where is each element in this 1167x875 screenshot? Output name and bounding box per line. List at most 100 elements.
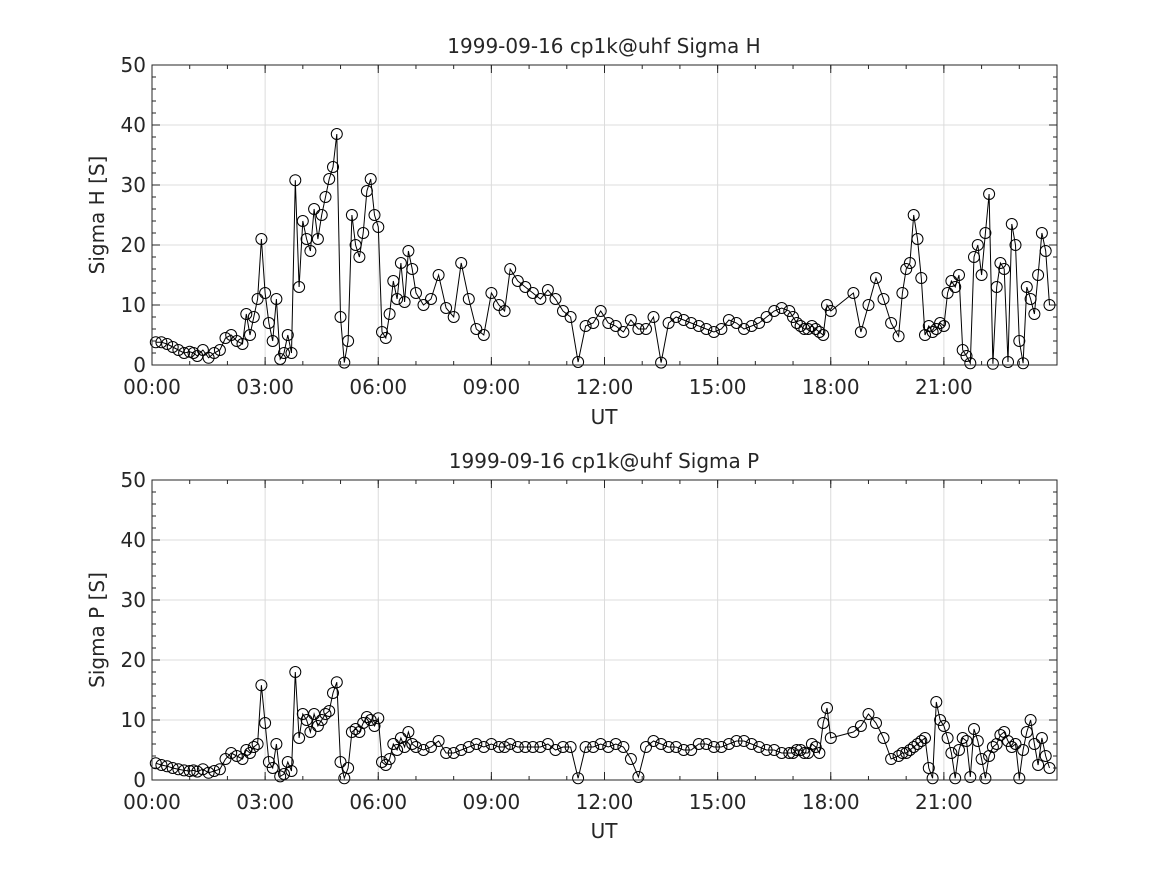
sigma-p-data-point (572, 772, 585, 785)
sigma-h-data-point (922, 320, 935, 332)
sigma-p-data-point (677, 744, 690, 756)
sigma-h-data-point (998, 263, 1011, 275)
sigma-p-data-point (953, 744, 965, 756)
sigma-h-data-point (296, 215, 309, 227)
sigma-h-data-point (293, 281, 306, 293)
sigma-h-data-point (342, 335, 355, 347)
sigma-h-data-point (498, 305, 511, 317)
sigma-p-data-point (892, 750, 905, 762)
sigma-h-data-point (557, 305, 569, 317)
sigma-p-data-point (155, 759, 168, 771)
sigma-p-xtick-label: 12:00 (576, 790, 634, 814)
sigma-p-data-point (519, 741, 532, 753)
sigma-p-data-point (391, 744, 404, 756)
sigma-h-data-point (251, 293, 264, 305)
sigma-h-data-point (364, 173, 377, 185)
sigma-h-data-point (410, 287, 422, 299)
sigma-p-data-point (462, 741, 475, 753)
sigma-h-data-point (394, 257, 407, 269)
sigma-p-data-point (455, 744, 468, 756)
sigma-h-data-point (172, 344, 185, 356)
sigma-h-data-point (809, 323, 822, 335)
sigma-h-ytick-label: 30 (121, 173, 146, 197)
sigma-p-data-point (410, 741, 422, 753)
sigma-h-data-point (730, 317, 743, 329)
sigma-p-data-point (541, 738, 554, 750)
sigma-p-data-point (440, 747, 453, 759)
sigma-p-data-point (930, 696, 943, 708)
sigma-p-data-point (202, 766, 215, 779)
sigma-p-data-point (821, 702, 833, 714)
sigma-h-data-point (790, 317, 803, 329)
sigma-p-data-point (934, 714, 947, 726)
sigma-h-data-point (323, 173, 336, 185)
sigma-p-data-point (196, 763, 209, 776)
sigma-h-data-point (953, 269, 965, 281)
sigma-h-data-point (824, 305, 837, 317)
sigma-p-ytick-label: 20 (121, 648, 146, 672)
sigma-h-data-point (304, 245, 317, 257)
sigma-p-data-point (813, 747, 826, 759)
sigma-p-data-point (738, 735, 750, 747)
sigma-p-data-point (971, 735, 984, 747)
sigma-h-data-point (511, 275, 524, 287)
sigma-h-data-point (262, 317, 275, 329)
sigma-h-data-point (647, 311, 660, 323)
sigma-p-data-point (387, 738, 400, 750)
sigma-p-ytick-label: 0 (133, 768, 146, 792)
sigma-h-data-point (662, 317, 675, 329)
sigma-h-data-point (594, 305, 607, 317)
sigma-p-data-point (534, 741, 547, 753)
sigma-p-data-point (685, 744, 698, 756)
sigma-h-data-point (360, 185, 373, 197)
sigma-h-data-point (534, 293, 547, 305)
sigma-p-data-point (360, 711, 373, 723)
sigma-h-data-point (986, 357, 999, 370)
sigma-h-data-point (213, 344, 226, 356)
sigma-h-data-point (753, 317, 766, 329)
sigma-p-data-point (383, 753, 396, 765)
sigma-h-data-point (334, 311, 347, 323)
sigma-h-data-point (896, 287, 909, 299)
sigma-p-title: 1999-09-16 cp1k@uhf Sigma P (449, 449, 759, 473)
sigma-p-data-point (230, 750, 243, 762)
sigma-h-data-point (617, 326, 630, 338)
sigma-p-data-point (624, 753, 637, 765)
sigma-p-data-point (1035, 732, 1048, 744)
sigma-h-data-point (670, 311, 683, 323)
sigma-p-data-point (670, 741, 683, 753)
sigma-h-data-point (285, 347, 298, 359)
sigma-h-data-point (368, 209, 381, 221)
sigma-p-data-point (492, 741, 505, 753)
sigma-p-data-point (647, 735, 660, 747)
sigma-p-data-point (1039, 750, 1052, 762)
sigma-p-ytick-label: 40 (121, 528, 146, 552)
sigma-h-data-point (504, 263, 517, 275)
sigma-h-data-point (455, 257, 468, 269)
sigma-p-data-point (870, 717, 882, 729)
sigma-h-data-point (775, 302, 788, 314)
sigma-h-data-point (398, 296, 411, 308)
sigma-h-data-point (949, 281, 962, 293)
sigma-p-data-point (768, 744, 781, 756)
sigma-p-data-point (315, 714, 328, 726)
sigma-p-data-point (368, 720, 381, 732)
sigma-h-data-point (161, 338, 174, 350)
sigma-p-data-point (240, 744, 253, 756)
sigma-h-data-point (255, 233, 268, 245)
sigma-p-data-point (402, 726, 415, 738)
sigma-h-data-point (319, 191, 332, 203)
sigma-h-data-point (640, 323, 652, 335)
sigma-h-data-point (236, 338, 249, 350)
sigma-p-data-point (1005, 741, 1018, 753)
sigma-p-data-point (557, 741, 569, 753)
sigma-h-data-point (971, 239, 984, 251)
sigma-h-data-point (632, 323, 645, 335)
sigma-p-data-point (1028, 738, 1041, 750)
sigma-h-data-point (854, 326, 867, 338)
sigma-p-data-point (911, 738, 924, 750)
sigma-p-data-point (161, 760, 174, 773)
sigma-p-data-point (1032, 759, 1045, 771)
sigma-h-data-point (934, 317, 947, 329)
sigma-h-xtick-label: 06:00 (349, 375, 407, 399)
